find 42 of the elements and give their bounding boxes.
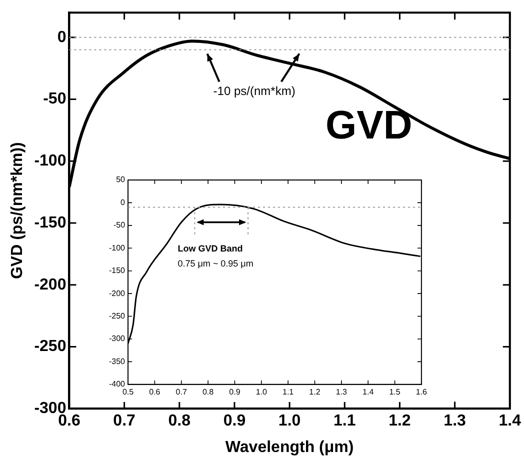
x-tick-label: 1.4 <box>498 412 522 430</box>
y-tick-label: -250 <box>34 338 66 356</box>
x-tick-label: 1.2 <box>309 387 321 396</box>
y-tick-label: -350 <box>108 356 126 366</box>
annotation: GVD <box>326 103 412 148</box>
x-tick-label: 1.3 <box>336 387 348 396</box>
y-tick-label: -300 <box>108 334 126 344</box>
x-tick-label: 1.1 <box>334 412 356 430</box>
y-tick-label: -200 <box>108 288 126 298</box>
y-tick-label: 50 <box>116 175 126 184</box>
y-tick-label: -100 <box>108 243 126 252</box>
x-tick-label: 0.7 <box>176 387 188 396</box>
x-tick-label: 0.8 <box>202 387 214 396</box>
y-tick-label: -50 <box>43 90 66 108</box>
ref-line-label: -10 ps/(nm*km) <box>213 84 296 98</box>
x-tick-label: 0.5 <box>122 387 134 396</box>
x-tick-label: 0.9 <box>223 412 246 430</box>
x-tick-label: 1.5 <box>389 387 401 396</box>
y-tick-label: 0 <box>57 28 66 46</box>
y-tick-label: 0 <box>120 198 126 207</box>
y-tick-label: -100 <box>34 152 66 170</box>
y-tick-label: -250 <box>108 311 126 320</box>
x-tick-label: 0.6 <box>149 387 161 396</box>
x-tick-label: 0.9 <box>229 387 241 396</box>
annotation: 0.75 μm ~ 0.95 μm <box>178 258 254 269</box>
x-tick-label: 1.0 <box>256 387 268 396</box>
annotation: Low GVD Band <box>178 244 243 254</box>
y-axis-title: GVD (ps/(nm*km)) <box>9 142 26 280</box>
y-tick-label: -150 <box>34 214 66 232</box>
x-tick-label: 1.0 <box>278 412 301 430</box>
x-axis-title: Wavelength (μm) <box>225 438 354 456</box>
y-tick-label: -50 <box>113 220 126 230</box>
x-tick-label: 1.4 <box>362 387 374 396</box>
x-tick-label: 1.1 <box>282 387 294 396</box>
x-tick-label: 1.2 <box>388 412 411 430</box>
x-tick-label: 1.3 <box>444 412 466 430</box>
y-tick-label: -200 <box>34 276 66 294</box>
y-tick-label: -400 <box>108 380 126 389</box>
x-tick-label: 0.7 <box>113 412 136 430</box>
x-tick-label: 0.8 <box>168 412 191 430</box>
x-tick-label: 1.6 <box>416 387 428 396</box>
y-tick-label: -150 <box>108 266 126 276</box>
